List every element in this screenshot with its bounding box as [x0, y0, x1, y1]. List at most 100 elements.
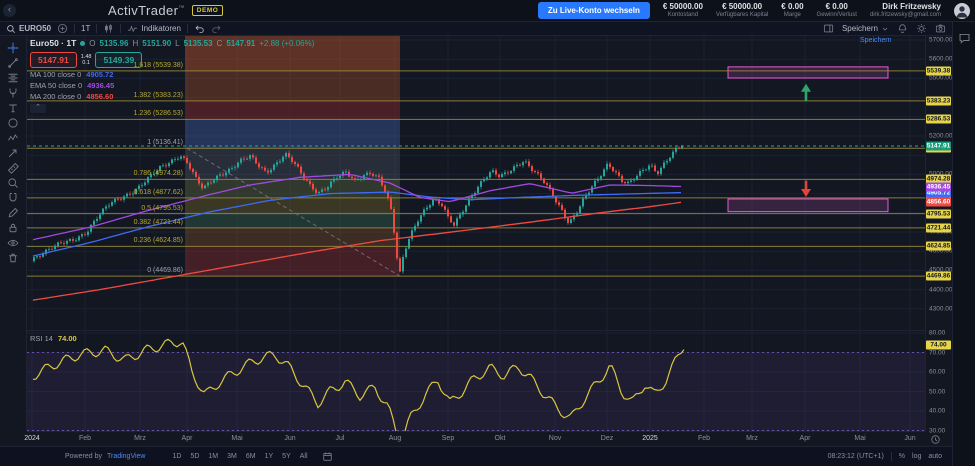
tool-zoom[interactable] [7, 177, 20, 189]
snapshot-button[interactable] [935, 23, 946, 34]
avatar[interactable] [954, 2, 970, 19]
range-button-1d[interactable]: 1D [172, 453, 182, 460]
tool-magnet[interactable] [7, 192, 20, 204]
tool-eye[interactable] [7, 237, 20, 249]
tool-forecast-arrow[interactable] [7, 147, 20, 159]
save-hint-label: Speichern [860, 37, 892, 44]
top-header: ‹ ActivTrader™ DEMO Zu Live-Konto wechse… [0, 0, 975, 22]
buy-button[interactable]: 5149.39 [95, 52, 143, 68]
fib-price-label: 4974.28 [926, 174, 951, 184]
ohlc-value: 5151.90 [142, 38, 172, 48]
plus-circle-icon [57, 23, 68, 34]
tool-measure-ruler[interactable] [7, 162, 20, 174]
calendar-icon [322, 452, 332, 461]
time-axis[interactable]: 2024 Feb Mrz Apr Mai Jun Jul Aug Sep Okt Nov Dez 202… [24, 431, 925, 446]
save-layout-button[interactable]: Speichern [842, 24, 889, 33]
text-icon [9, 104, 17, 113]
price-tick: 5600.00 [929, 55, 953, 63]
redo-button[interactable] [211, 23, 222, 34]
range-button-all[interactable]: All [299, 453, 308, 460]
compare-symbol-button[interactable] [57, 23, 68, 34]
tool-trend-line[interactable] [7, 57, 20, 69]
chart-settings-button[interactable] [916, 23, 927, 34]
scale-mode-log[interactable]: log [912, 453, 922, 460]
scale-mode-auto[interactable]: auto [928, 453, 942, 460]
timezone-clock-button[interactable] [930, 434, 941, 445]
fib-label-1.236: 1.236 (5286.53) [133, 110, 183, 118]
indicators-icon [128, 25, 138, 33]
tool-fibonacci[interactable] [7, 72, 20, 84]
legend-collapse-button[interactable]: ⌃ [30, 104, 46, 113]
timeframe-button[interactable]: 1T [81, 24, 91, 33]
measure-ruler-icon [7, 162, 19, 174]
scale-mode-group: 08:23:12 (UTC+1) % log auto [828, 452, 942, 461]
scale-mode-%[interactable]: % [898, 453, 906, 460]
indicators-button[interactable]: Indikatoren [127, 23, 181, 34]
tradingview-link[interactable]: TradingView [106, 453, 146, 460]
fib-price-label: 4624.85 [926, 241, 951, 251]
range-button-5d[interactable]: 5D [190, 453, 200, 460]
tool-cursor[interactable] [7, 42, 20, 54]
sidebar-collapse-button[interactable]: ‹ [3, 4, 16, 17]
eye-icon [7, 239, 19, 247]
powered-by-label: Powered by [65, 453, 102, 460]
axis-month-2024: 2024 [24, 435, 40, 442]
range-button-5y[interactable]: 5Y [282, 453, 291, 460]
toolbar-right-group: Speichern [823, 23, 946, 34]
layout-panel-icon [823, 24, 834, 33]
user-email: dirk.fritzewsky@gmail.com [869, 11, 941, 18]
pattern-icon [8, 134, 18, 141]
tool-shapes[interactable] [7, 117, 20, 129]
ohlc-key: L [175, 38, 180, 48]
alert-button[interactable] [897, 23, 908, 34]
price-tick: 4500.00 [929, 266, 953, 274]
symbol-search[interactable]: EURO50 [6, 24, 51, 34]
rsi-tick: 70.00 [929, 349, 946, 356]
indicator-name: EMA 50 close 0 [30, 81, 83, 90]
account-stat: € 0.00 Marge [781, 1, 804, 18]
switch-to-live-button[interactable]: Zu Live-Konto wechseln [537, 2, 650, 19]
tool-pattern[interactable] [7, 132, 20, 144]
chart-style-button[interactable] [103, 23, 114, 34]
price-tick: 4600.00 [929, 247, 953, 255]
account-summary: Zu Live-Konto wechseln € 50000.00 Kontost… [537, 1, 975, 19]
stat-label: Verfügbares Kapital [715, 11, 769, 18]
axis-month-Aug: Aug [388, 435, 402, 442]
sell-button[interactable]: 5147.91 [30, 52, 77, 68]
forecast-arrow-icon [8, 149, 17, 158]
fib-price-label: 4469.86 [926, 271, 951, 281]
layout-button[interactable] [823, 23, 834, 34]
symbol-label: EURO50 [19, 24, 52, 33]
fib-label-1: 1 (5136.41) [147, 139, 183, 147]
range-button-6m[interactable]: 6M [245, 453, 256, 460]
tool-draw-pencil[interactable] [7, 207, 20, 219]
price-scale[interactable]: 5700.005600.005500.005200.005000.004700.… [925, 36, 953, 434]
rsi-current-value: 74.00 [57, 334, 77, 343]
tool-text[interactable] [7, 102, 20, 114]
support-chat-button[interactable] [958, 32, 971, 44]
price-tick: 5000.00 [929, 171, 953, 178]
indicators-label: Indikatoren [141, 24, 181, 33]
chart-toolbar: EURO50 1T Indikatoren Speichern [0, 22, 952, 36]
current-price-label: 5147.91 [926, 141, 951, 151]
tool-pitchfork[interactable] [7, 87, 20, 99]
axis-month-Mai: Mai [854, 435, 866, 442]
fib-label-0.382: 0.382 (4721.44) [133, 218, 183, 226]
toolbar-separator [74, 24, 76, 33]
tool-lock[interactable] [7, 222, 20, 234]
axis-month-Feb: Feb [697, 435, 711, 442]
zoom-icon [8, 178, 18, 188]
stat-value: € 0.00 [781, 1, 804, 11]
range-button-3m[interactable]: 3M [227, 453, 237, 460]
trademark: ™ [178, 5, 185, 12]
range-button-1y[interactable]: 1Y [264, 453, 274, 460]
tool-trash[interactable] [7, 252, 20, 264]
price-tick: 5500.00 [929, 74, 953, 82]
ema50-price-label: 4936.45 [926, 182, 951, 192]
undo-button[interactable] [194, 23, 205, 34]
go-to-date-button[interactable] [321, 451, 334, 463]
indicator-value: 4905.72 [86, 70, 114, 79]
range-button-1m[interactable]: 1M [208, 453, 219, 460]
axis-month-Mrz: Mrz [134, 435, 146, 442]
